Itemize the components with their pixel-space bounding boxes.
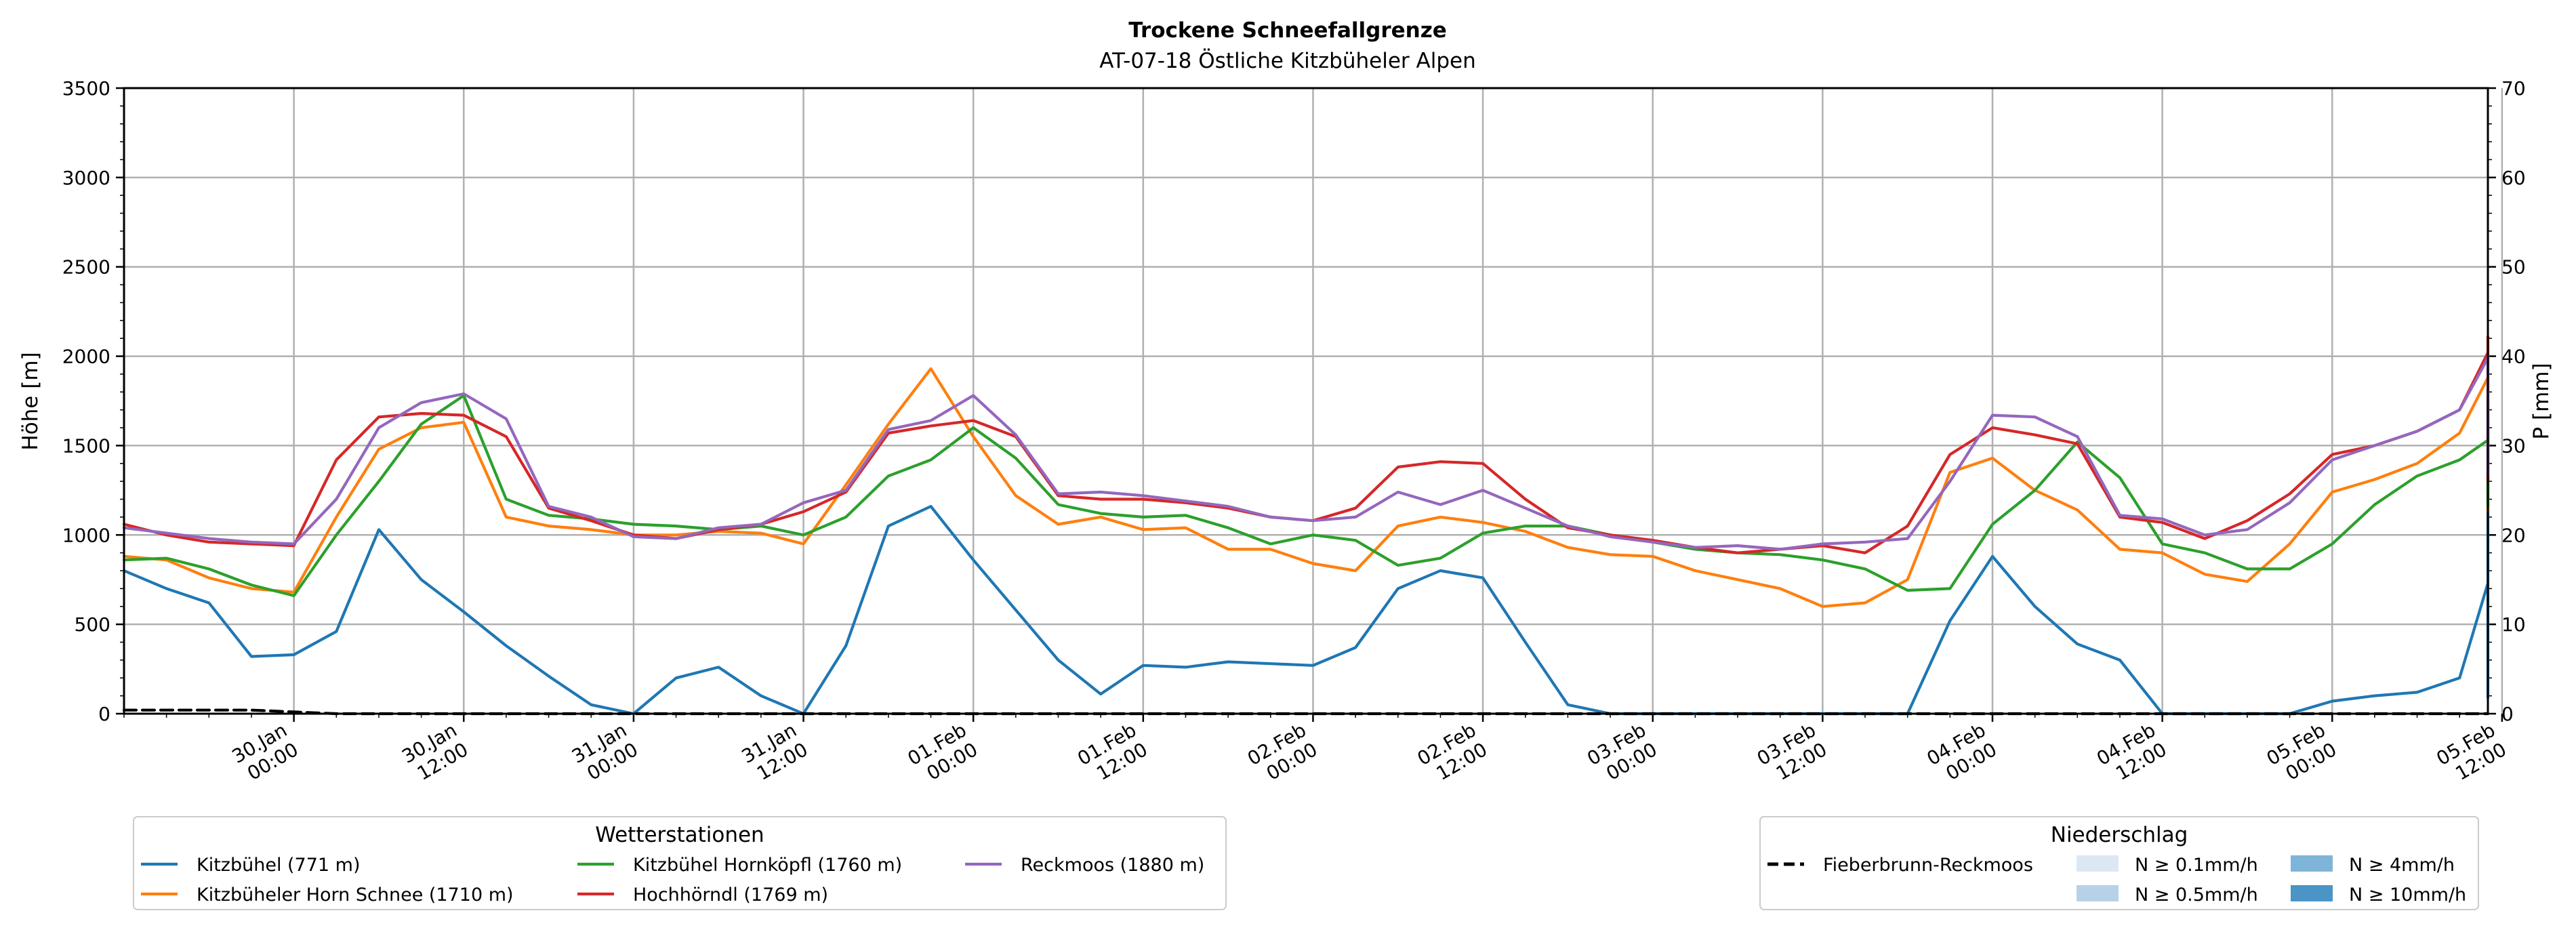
legend-entry-horn-schnee: Kitzbüheler Horn Schnee (1710 m) [141,884,514,906]
legend-swatch-precip-01 [2077,855,2119,872]
legend-entry-precip-05: N ≥ 0.5mm/h [2077,884,2258,906]
legend-label-precip-01: N ≥ 0.1mm/h [2135,855,2258,876]
legend-label-kitzbuehel: Kitzbühel (771 m) [197,855,361,876]
y-tick-label-left: 3000 [62,167,110,189]
series-line-1 [122,367,2490,608]
y-tick-label-right: 20 [2501,524,2526,546]
y-tick-label-right: 50 [2501,256,2526,279]
legend-swatch-precip-10 [2291,885,2333,901]
series-line-0 [122,415,2490,716]
legend-label-horn-schnee: Kitzbüheler Horn Schnee (1710 m) [197,884,514,906]
chart-title: Trockene Schneefallgrenze [1128,18,1447,43]
legend-label-precip-10: N ≥ 10mm/h [2349,884,2466,906]
y-tick-label-left: 0 [98,703,110,725]
legend-entry-kitzbuehel: Kitzbühel (771 m) [141,855,361,876]
legend-label-hornkoepfl: Kitzbühel Hornköpfl (1760 m) [633,855,902,876]
legend-entry-fieberbrunn: Fieberbrunn-Reckmoos [1767,855,2033,876]
chart-subtitle: AT-07-18 Östliche Kitzbüheler Alpen [1099,48,1475,73]
y-tick-label-left: 3500 [62,77,110,100]
y-tick-label-right: 0 [2501,703,2514,725]
legend-stations: Wetterstationen Kitzbühel (771 m) Kitzbü… [133,816,1227,910]
legend-precip-title: Niederschlag [2051,823,2188,847]
y-tick-label-left: 2000 [62,346,110,368]
series-line-2 [122,394,2490,598]
y-tick-label-right: 60 [2501,167,2526,189]
legend-stations-title: Wetterstationen [595,823,764,847]
axis-ticks: 0 500 1000 1500 2000 2500 3000 3500 0 10 20 30 40 50 6… [62,77,2526,785]
legend-entry-hornkoepfl: Kitzbühel Hornköpfl (1760 m) [577,855,902,876]
legend-label-fieberbrunn: Fieberbrunn-Reckmoos [1823,855,2033,876]
legend-entry-hochhoerndl: Hochhörndl (1769 m) [577,884,828,906]
y-tick-label-left: 2500 [62,256,110,279]
legend-entry-precip-01: N ≥ 0.1mm/h [2077,855,2258,876]
legend-label-precip-05: N ≥ 0.5mm/h [2135,884,2258,906]
y-tick-label-left: 1000 [62,524,110,546]
y-tick-label-right: 10 [2501,613,2526,636]
legend-entry-precip-10: N ≥ 10mm/h [2291,884,2466,906]
legend-label-reckmoos: Reckmoos (1880 m) [1021,855,1204,876]
y-axis-label-right: P [mm] [2529,363,2554,439]
series-layer [122,335,2490,716]
grid [124,87,2503,715]
y-tick-label-right: 30 [2501,434,2526,457]
legend-entry-reckmoos: Reckmoos (1880 m) [965,855,1204,876]
legend-entry-precip-4: N ≥ 4mm/h [2291,855,2455,876]
legend-stations-frame [133,816,1227,910]
legend-swatch-precip-05 [2077,885,2119,901]
plot-frame [123,87,2489,715]
y-tick-label-right: 40 [2501,346,2526,368]
legend-precip: Niederschlag Fieberbrunn-Reckmoos N ≥ 0.… [1759,816,2479,910]
legend-label-hochhoerndl: Hochhörndl (1769 m) [633,884,828,906]
legend-swatch-precip-4 [2291,855,2333,872]
y-axis-label-left: Höhe [m] [18,352,43,450]
legend-label-precip-4: N ≥ 4mm/h [2349,855,2455,876]
y-tick-label-left: 1500 [62,434,110,457]
y-tick-label-left: 500 [75,613,110,636]
y-tick-label-right: 70 [2501,77,2526,100]
